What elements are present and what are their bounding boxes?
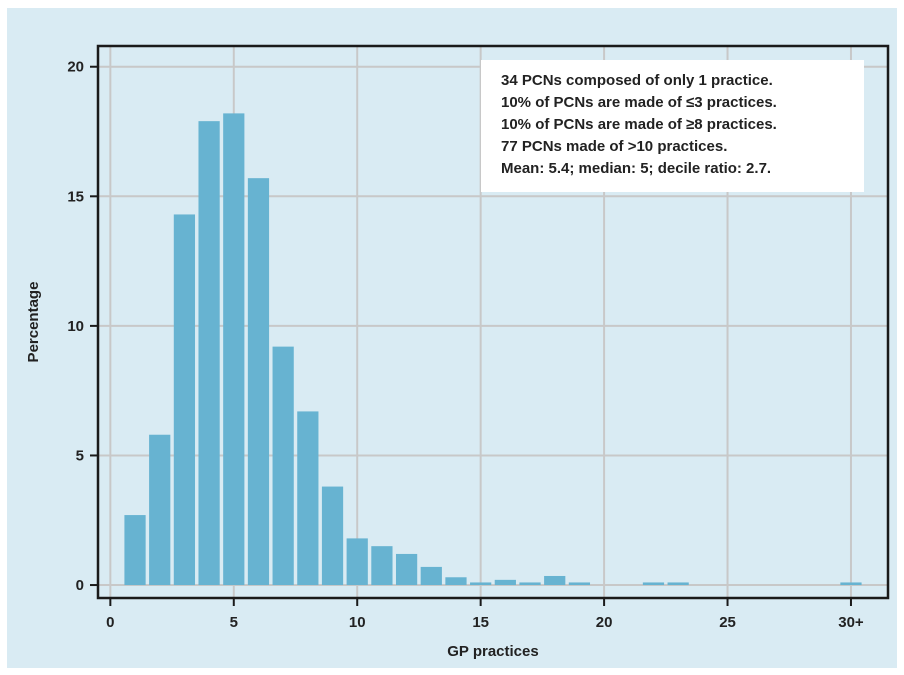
- annotation-box: 34 PCNs composed of only 1 practice. 10% …: [481, 60, 864, 192]
- bar: [247, 178, 270, 586]
- bar: [642, 582, 665, 586]
- annotation-line: 34 PCNs composed of only 1 practice.: [501, 72, 773, 89]
- bar: [494, 579, 516, 586]
- histogram-chart: 0 5 10 15 20 0 5 10 15 20 25 30+ GP practices Perce…: [25, 44, 890, 660]
- bar: [346, 538, 368, 586]
- bar: [321, 486, 344, 586]
- ticks: 0 5 10 15 20 0 5 10 15 20 25 30+: [67, 59, 864, 631]
- x-tick-label: 30+: [838, 614, 864, 631]
- bar: [395, 553, 418, 586]
- bar: [544, 575, 566, 586]
- annotation-line: Mean: 5.4; median: 5; decile ratio: 2.7.: [501, 160, 771, 177]
- bar: [223, 113, 245, 586]
- bar: [149, 434, 171, 586]
- bar: [568, 582, 591, 586]
- annotation-line: 10% of PCNs are made of ≤3 practices.: [501, 94, 777, 111]
- plot-frame: [96, 44, 890, 600]
- x-tick-label: 0: [106, 614, 114, 631]
- bar: [519, 582, 541, 586]
- x-tick-label: 5: [230, 614, 238, 631]
- y-tick-label: 20: [67, 59, 84, 76]
- bar: [445, 577, 467, 586]
- bar: [173, 214, 196, 586]
- annotation-line: 77 PCNs made of >10 practices.: [501, 138, 727, 155]
- bar: [470, 582, 492, 586]
- x-tick-label: 25: [719, 614, 736, 631]
- bar: [371, 546, 393, 586]
- bar: [297, 411, 319, 586]
- bars: [124, 113, 862, 586]
- bar: [124, 515, 146, 586]
- bar: [667, 582, 689, 586]
- y-tick-label: 10: [67, 318, 84, 335]
- y-tick-label: 0: [76, 577, 84, 594]
- y-axis-title: Percentage: [25, 282, 42, 363]
- y-tick-label: 5: [76, 447, 84, 464]
- bar: [272, 346, 294, 586]
- annotation-line: 10% of PCNs are made of ≥8 practices.: [501, 116, 777, 133]
- x-tick-label: 20: [596, 614, 613, 631]
- bar: [840, 582, 862, 586]
- bar: [420, 566, 442, 586]
- bar: [198, 121, 220, 586]
- chart-figure: 0 5 10 15 20 0 5 10 15 20 25 30+ GP practices Perce…: [7, 8, 897, 668]
- x-tick-label: 15: [472, 614, 489, 631]
- x-axis-title: GP practices: [447, 643, 538, 660]
- x-tick-label: 10: [349, 614, 366, 631]
- y-tick-label: 15: [67, 188, 84, 205]
